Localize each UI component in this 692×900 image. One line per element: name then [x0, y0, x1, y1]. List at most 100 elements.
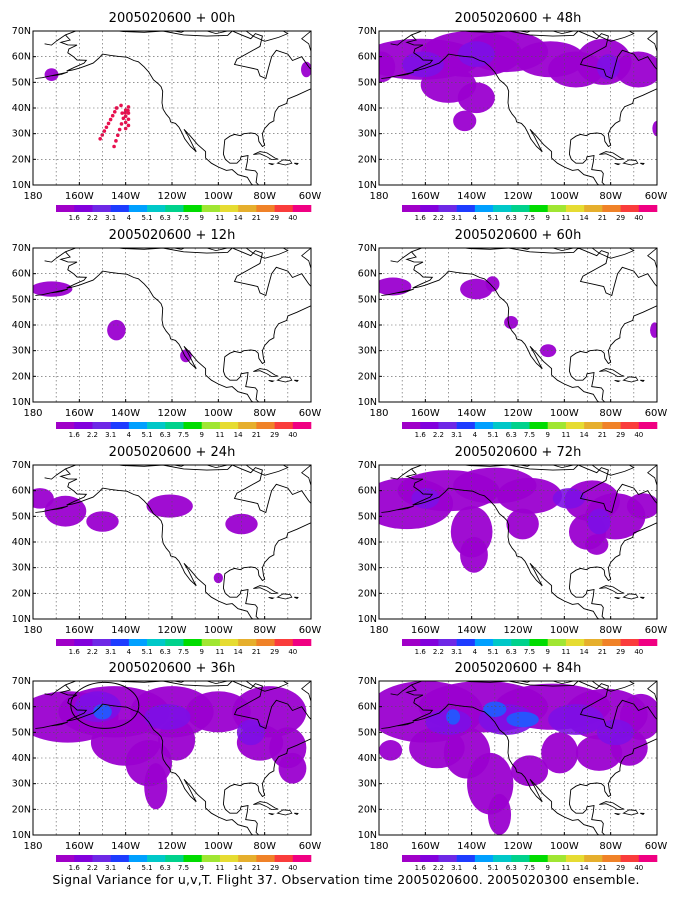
variance-contour	[552, 488, 586, 509]
colorbar-label: 4	[127, 431, 132, 439]
colorbar-label: 40	[634, 431, 643, 439]
colorbar-label: 29	[270, 648, 279, 656]
map-panel: 2005020600 + 84h 10N 20N 30N 40N 50N 60N 70N 180…	[358, 661, 668, 870]
colorbar-swatch	[274, 639, 294, 646]
island-outline	[622, 593, 639, 600]
lon-tick-label: 80W	[253, 841, 276, 852]
lat-tick-label: 50N	[12, 77, 31, 88]
lon-tick-label: 120W	[504, 841, 533, 852]
colorbar-label: 40	[634, 214, 643, 222]
ensemble-variance-figure: 2005020600 + 00h 10N 20N 30N 40N 50N 60N 70N 180…	[12, 11, 668, 870]
lon-tick-label: 60W	[645, 625, 668, 636]
colorbar-swatch	[474, 639, 494, 646]
colorbar-label: 1.6	[69, 214, 81, 222]
colorbar-swatch	[128, 205, 148, 212]
colorbar-label: 29	[270, 431, 279, 439]
lon-tick-label: 80W	[599, 408, 622, 419]
lon-tick-label: 180	[23, 408, 42, 419]
lon-tick-label: 80W	[599, 191, 622, 202]
colorbar-label: 9	[545, 431, 549, 439]
colorbar-label: 21	[598, 648, 607, 656]
colorbar-label: 3.1	[105, 431, 116, 439]
colorbar-label: 6.3	[506, 864, 517, 870]
chukotka-coast	[44, 474, 57, 480]
colorbar-swatch	[165, 855, 184, 862]
colorbar-swatch	[256, 639, 275, 646]
colorbar-swatch	[511, 639, 530, 646]
panel-title: 2005020600 + 12h	[109, 228, 236, 243]
island-outline	[591, 31, 635, 42]
colorbar-label: 2.2	[87, 864, 98, 870]
aleutian-islands	[35, 721, 68, 729]
colorbar-swatch	[56, 422, 75, 429]
lat-tick-label: 50N	[12, 727, 31, 738]
variance-contour	[548, 704, 604, 735]
observation-point	[104, 125, 109, 130]
colorbar-swatch	[493, 639, 512, 646]
variance-contour	[379, 51, 396, 83]
lat-tick-label: 30N	[12, 129, 31, 140]
variance-contour	[93, 704, 112, 720]
island-outline	[599, 801, 625, 811]
colorbar-label: 11	[215, 431, 224, 439]
island-outline	[622, 159, 639, 166]
lon-tick-label: 60W	[645, 191, 668, 202]
lon-tick-label: 60W	[299, 191, 322, 202]
lat-tick-label: 10N	[358, 614, 377, 625]
colorbar-label: 5.1	[142, 214, 153, 222]
colorbar-label: 40	[634, 864, 643, 870]
variance-contour	[446, 709, 461, 725]
colorbar-swatch	[638, 639, 658, 646]
colorbar-swatch	[638, 422, 658, 429]
lat-tick-label: 40N	[12, 320, 31, 331]
panel-title: 2005020600 + 72h	[455, 445, 582, 460]
lon-tick-label: 100W	[204, 841, 233, 852]
panel-title: 2005020600 + 60h	[455, 228, 582, 243]
lat-tick-label: 60N	[358, 486, 377, 497]
colorbar-swatch	[402, 639, 421, 646]
colorbar-label: 6.3	[506, 214, 517, 222]
lon-tick-label: 140W	[111, 625, 140, 636]
lat-tick-label: 40N	[12, 103, 31, 114]
colorbar-label: 1.6	[415, 648, 427, 656]
colorbar-label: 14	[234, 864, 243, 870]
lat-tick-label: 40N	[358, 320, 377, 331]
colorbar-swatch	[165, 422, 184, 429]
lat-tick-label: 40N	[12, 537, 31, 548]
lon-tick-label: 60W	[299, 408, 322, 419]
colorbar-label: 40	[288, 431, 297, 439]
colorbar-swatch	[128, 422, 148, 429]
colorbar-swatch	[420, 639, 439, 646]
colorbar-label: 9	[545, 648, 549, 656]
colorbar-swatch	[219, 855, 239, 862]
lon-tick-label: 120W	[158, 408, 187, 419]
coastline	[55, 681, 311, 739]
colorbar-swatch	[274, 855, 294, 862]
lon-tick-label: 140W	[457, 841, 486, 852]
colorbar-swatch	[420, 855, 439, 862]
colorbar-swatch	[256, 855, 275, 862]
panel-title: 2005020600 + 48h	[455, 11, 582, 26]
colorbar-label: 11	[561, 864, 570, 870]
colorbar-swatch	[201, 422, 221, 429]
variance-contour	[460, 278, 493, 300]
colorbar-swatch	[238, 855, 257, 862]
lat-tick-label: 10N	[12, 830, 31, 841]
colorbar-label: 14	[580, 648, 589, 656]
lat-tick-label: 60N	[12, 702, 31, 713]
map-panel: 2005020600 + 48h 10N 20N 30N 40N 50N 60N 70N 180…	[358, 11, 668, 222]
colorbar-swatch	[456, 639, 476, 646]
colorbar-swatch	[565, 422, 585, 429]
lat-tick-label: 70N	[12, 676, 31, 687]
island-outline	[599, 585, 625, 595]
island-outline	[206, 465, 228, 469]
lat-tick-label: 40N	[358, 753, 377, 764]
colorbar-swatch	[165, 205, 184, 212]
colorbar-swatch	[147, 422, 166, 429]
lon-tick-label: 100W	[550, 841, 579, 852]
variance-contour	[615, 51, 657, 88]
colorbar-label: 9	[545, 214, 549, 222]
colorbar-label: 21	[252, 864, 261, 870]
colorbar-swatch	[584, 855, 603, 862]
island-outline	[253, 801, 279, 811]
